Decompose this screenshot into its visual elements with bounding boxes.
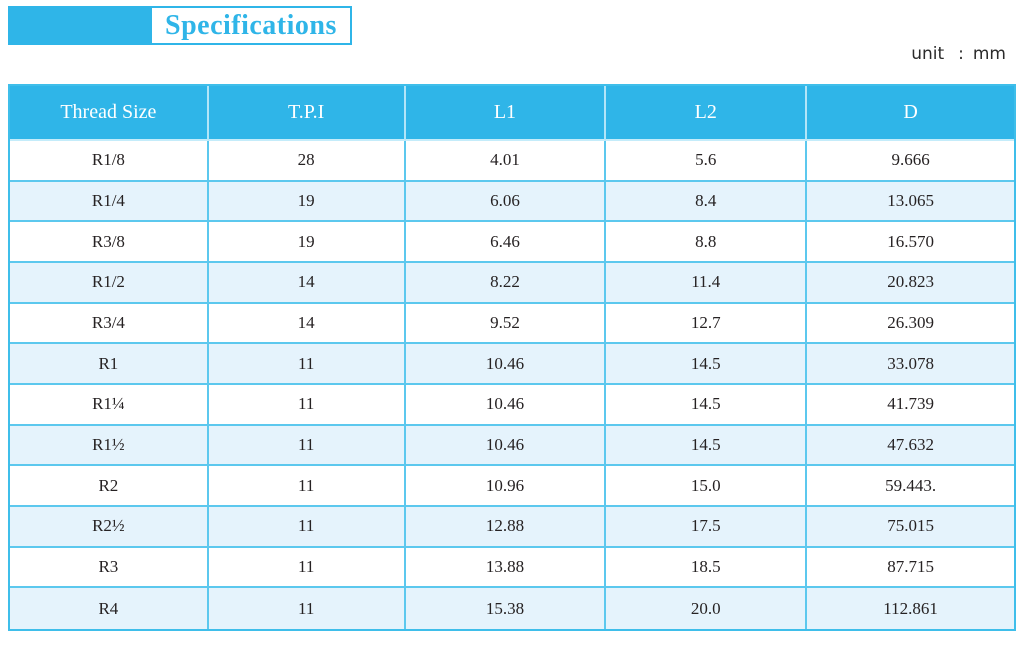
cell-thread-size: R3/8 xyxy=(10,222,209,263)
cell-l2: 12.7 xyxy=(606,303,808,345)
cell-d: 112.861 xyxy=(807,588,1014,629)
specifications-table: Thread Size T.P.I L1 L2 D R1/8 28 4.01 5… xyxy=(8,84,1016,631)
unit-note: unit: mm xyxy=(911,44,1006,64)
cell-l1: 10.96 xyxy=(405,466,607,507)
table-row: R1¼ 11 10.46 14.5 41.739 xyxy=(10,384,1014,426)
cell-l1: 8.22 xyxy=(405,262,607,304)
table-row: R1½ 11 10.46 14.5 47.632 xyxy=(10,425,1014,467)
cell-l1: 9.52 xyxy=(405,303,607,345)
table-row: R1/4 19 6.06 8.4 13.065 xyxy=(10,181,1014,223)
cell-l2: 20.0 xyxy=(606,588,808,629)
cell-thread-size: R2 xyxy=(10,466,209,507)
cell-d: 75.015 xyxy=(807,506,1014,548)
cell-tpi: 11 xyxy=(208,588,406,629)
column-header-thread-size: Thread Size xyxy=(10,86,209,141)
cell-d: 26.309 xyxy=(807,303,1014,345)
table-header-row: Thread Size T.P.I L1 L2 D xyxy=(10,86,1014,141)
cell-l1: 10.46 xyxy=(405,425,607,467)
cell-tpi: 14 xyxy=(208,303,406,345)
cell-l2: 17.5 xyxy=(606,506,808,548)
table-row: R4 11 15.38 20.0 112.861 xyxy=(10,588,1014,629)
cell-thread-size: R1/8 xyxy=(10,141,209,182)
table-row: R1/8 28 4.01 5.6 9.666 xyxy=(10,141,1014,182)
cell-thread-size: R1½ xyxy=(10,425,209,467)
cell-l2: 18.5 xyxy=(606,547,808,589)
unit-colon: : xyxy=(958,44,964,64)
cell-d: 13.065 xyxy=(807,181,1014,223)
cell-tpi: 11 xyxy=(208,547,406,589)
cell-tpi: 19 xyxy=(208,181,406,223)
column-header-l2: L2 xyxy=(606,86,808,141)
cell-l1: 10.46 xyxy=(405,384,607,426)
cell-l1: 4.01 xyxy=(405,141,607,182)
cell-thread-size: R1/2 xyxy=(10,262,209,304)
table-row: R1 11 10.46 14.5 33.078 xyxy=(10,344,1014,385)
cell-l1: 6.06 xyxy=(405,181,607,223)
table-row: R1/2 14 8.22 11.4 20.823 xyxy=(10,262,1014,304)
cell-tpi: 11 xyxy=(208,506,406,548)
cell-tpi: 14 xyxy=(208,262,406,304)
cell-tpi: 11 xyxy=(208,425,406,467)
unit-label: unit xyxy=(911,44,945,64)
cell-thread-size: R1 xyxy=(10,344,209,385)
cell-l2: 14.5 xyxy=(606,384,808,426)
cell-d: 20.823 xyxy=(807,262,1014,304)
table-row: R2½ 11 12.88 17.5 75.015 xyxy=(10,506,1014,548)
page-title: Specifications xyxy=(165,9,337,41)
cell-d: 16.570 xyxy=(807,222,1014,263)
cell-thread-size: R1¼ xyxy=(10,384,209,426)
cell-tpi: 11 xyxy=(208,384,406,426)
table-row: R3 11 13.88 18.5 87.715 xyxy=(10,547,1014,589)
cell-d: 41.739 xyxy=(807,384,1014,426)
column-header-d: D xyxy=(807,86,1014,141)
title-box: Specifications xyxy=(150,6,352,45)
cell-d: 47.632 xyxy=(807,425,1014,467)
cell-l1: 10.46 xyxy=(405,344,607,385)
cell-tpi: 11 xyxy=(208,344,406,385)
cell-tpi: 11 xyxy=(208,466,406,507)
cell-l1: 15.38 xyxy=(405,588,607,629)
cell-l2: 5.6 xyxy=(606,141,808,182)
cell-tpi: 28 xyxy=(208,141,406,182)
cell-l2: 15.0 xyxy=(606,466,808,507)
column-header-l1: L1 xyxy=(405,86,607,141)
column-header-tpi: T.P.I xyxy=(208,86,406,141)
cell-tpi: 19 xyxy=(208,222,406,263)
cell-l1: 13.88 xyxy=(405,547,607,589)
cell-l2: 14.5 xyxy=(606,344,808,385)
table-row: R3/8 19 6.46 8.8 16.570 xyxy=(10,222,1014,263)
cell-l2: 8.8 xyxy=(606,222,808,263)
table-row: R3/4 14 9.52 12.7 26.309 xyxy=(10,303,1014,345)
cell-d: 33.078 xyxy=(807,344,1014,385)
cell-l2: 8.4 xyxy=(606,181,808,223)
unit-value: mm xyxy=(972,44,1006,64)
cell-thread-size: R3 xyxy=(10,547,209,589)
cell-l2: 14.5 xyxy=(606,425,808,467)
title-band: Specifications xyxy=(8,6,352,45)
cell-thread-size: R4 xyxy=(10,588,209,629)
cell-d: 9.666 xyxy=(807,141,1014,182)
cell-l2: 11.4 xyxy=(606,262,808,304)
cell-d: 87.715 xyxy=(807,547,1014,589)
cell-d: 59.443. xyxy=(807,466,1014,507)
cell-thread-size: R2½ xyxy=(10,506,209,548)
table-row: R2 11 10.96 15.0 59.443. xyxy=(10,466,1014,507)
cell-thread-size: R3/4 xyxy=(10,303,209,345)
title-accent-bar xyxy=(8,6,150,45)
cell-thread-size: R1/4 xyxy=(10,181,209,223)
cell-l1: 12.88 xyxy=(405,506,607,548)
cell-l1: 6.46 xyxy=(405,222,607,263)
